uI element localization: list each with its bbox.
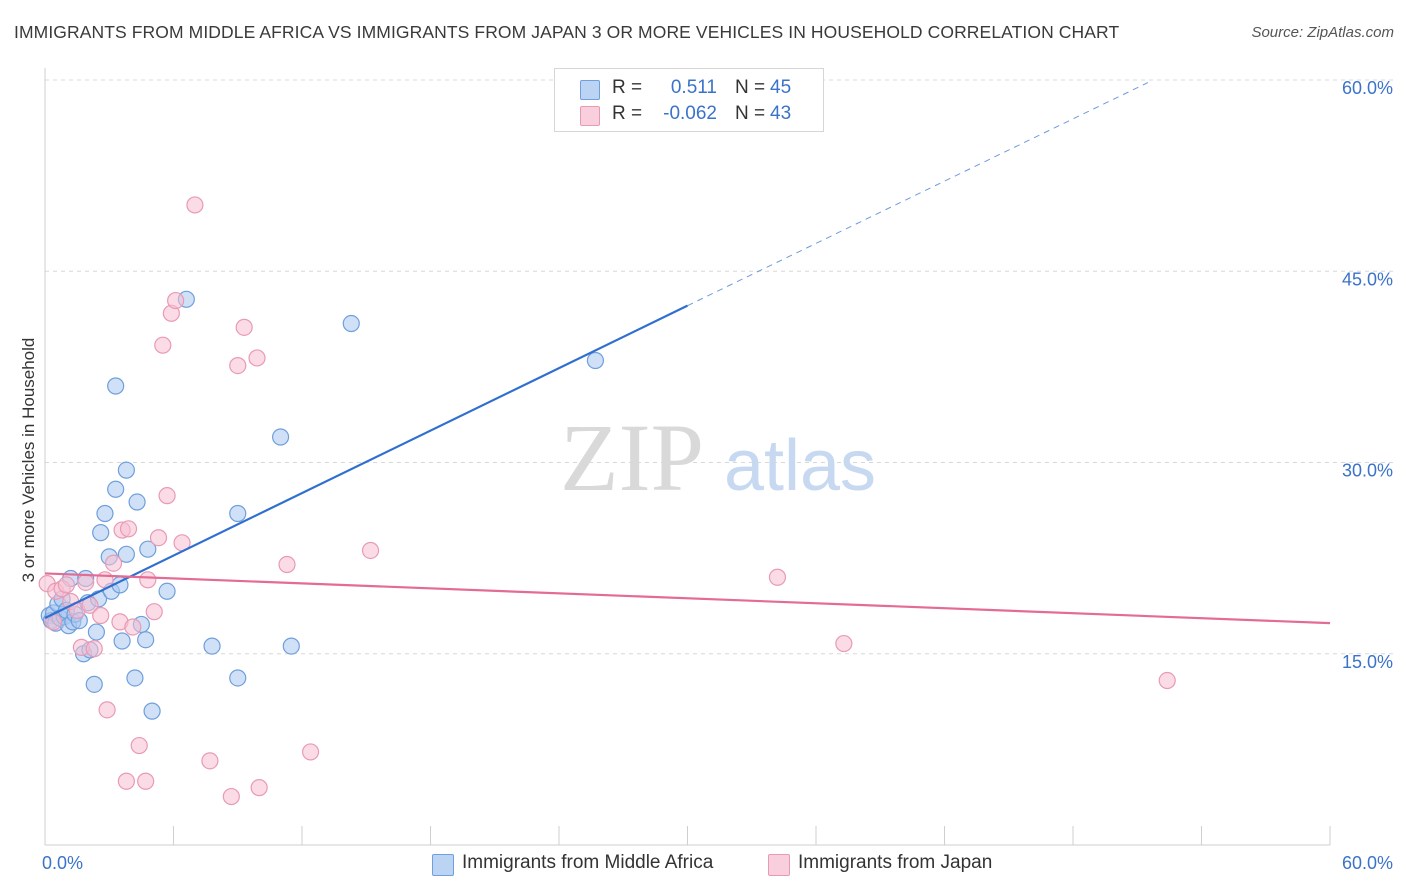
data-point bbox=[229, 669, 247, 687]
data-point bbox=[77, 573, 95, 591]
data-point bbox=[96, 504, 114, 523]
data-point bbox=[271, 428, 290, 446]
data-point bbox=[57, 576, 76, 594]
trend-line-japan bbox=[44, 572, 1331, 625]
legend-label-japan: Immigrants from Japan bbox=[798, 852, 993, 873]
data-point bbox=[250, 779, 268, 797]
y-tick-label: 15.0% bbox=[1342, 652, 1393, 672]
x-tick-label: 60.0% bbox=[1342, 853, 1393, 873]
data-point bbox=[117, 772, 135, 790]
data-point bbox=[835, 634, 853, 653]
data-point bbox=[282, 637, 300, 655]
data-point bbox=[92, 524, 110, 542]
chart-title: IMMIGRANTS FROM MIDDLE AFRICA VS IMMIGRA… bbox=[14, 22, 1120, 42]
y-tick-label: 60.0% bbox=[1342, 78, 1393, 98]
data-point bbox=[248, 349, 266, 367]
data-point bbox=[139, 540, 157, 558]
legend-n-label: N = bbox=[735, 103, 766, 124]
source-label: Source: ZipAtlas.com bbox=[1251, 24, 1394, 41]
y-tick-label: 45.0% bbox=[1342, 269, 1393, 289]
trend-line-middle-africa bbox=[44, 304, 688, 620]
legend-swatch-pink bbox=[580, 106, 600, 126]
data-point bbox=[113, 632, 131, 650]
correlation-legend: R = 0.511 N = 45 R = -0.062 N = 43 bbox=[554, 68, 824, 132]
data-point bbox=[1158, 671, 1176, 690]
data-point bbox=[158, 487, 176, 505]
data-point bbox=[149, 529, 168, 547]
data-point bbox=[124, 618, 142, 636]
data-point bbox=[85, 675, 103, 693]
axes bbox=[44, 68, 1331, 846]
data-point bbox=[186, 196, 204, 214]
series-middle-africa-points bbox=[40, 290, 605, 720]
legend-n-value: 45 bbox=[770, 77, 792, 98]
data-point bbox=[143, 702, 161, 720]
data-point bbox=[145, 603, 163, 621]
legend-swatch-pink bbox=[768, 854, 790, 876]
data-point bbox=[98, 701, 116, 719]
data-point bbox=[768, 568, 787, 586]
data-point bbox=[301, 743, 320, 761]
data-point bbox=[201, 752, 219, 770]
data-point bbox=[203, 637, 221, 655]
data-point bbox=[107, 480, 125, 498]
data-point bbox=[586, 351, 605, 370]
legend-r-value: -0.062 bbox=[663, 103, 717, 124]
data-point bbox=[130, 736, 148, 755]
legend-r-label: R = bbox=[612, 103, 643, 124]
data-point bbox=[137, 631, 155, 649]
data-point bbox=[154, 336, 172, 354]
legend-r-value: 0.511 bbox=[670, 77, 717, 98]
data-point bbox=[342, 314, 360, 333]
y-tick-label: 30.0% bbox=[1342, 461, 1393, 481]
watermark: ZIP atlas bbox=[560, 404, 876, 511]
data-point bbox=[85, 640, 103, 658]
data-point bbox=[278, 555, 296, 574]
data-point bbox=[361, 541, 380, 560]
data-point bbox=[229, 357, 247, 375]
legend-swatch-blue bbox=[432, 854, 454, 876]
series-japan-points bbox=[38, 196, 1176, 806]
data-point bbox=[137, 772, 155, 790]
watermark-atlas: atlas bbox=[724, 426, 876, 506]
data-point bbox=[87, 623, 106, 641]
data-point bbox=[158, 582, 176, 600]
legend-n-label: N = bbox=[735, 77, 766, 98]
x-tick-label: 0.0% bbox=[42, 853, 83, 873]
tick-labels: 15.0% 30.0% 45.0% 60.0% 0.0% 60.0% bbox=[42, 78, 1393, 873]
data-point bbox=[104, 554, 123, 572]
data-point bbox=[107, 377, 125, 395]
data-point bbox=[92, 606, 110, 625]
data-point bbox=[128, 493, 146, 511]
data-point bbox=[126, 669, 144, 687]
legend-swatch-blue bbox=[580, 80, 600, 100]
grid-lines bbox=[45, 79, 1395, 655]
data-point bbox=[117, 461, 135, 479]
data-point bbox=[139, 571, 157, 589]
legend-r-label: R = bbox=[612, 77, 643, 98]
data-point bbox=[167, 291, 185, 310]
trend-line-middle-africa-extension bbox=[687, 82, 1149, 307]
legend-n-value: 43 bbox=[770, 103, 792, 124]
watermark-zip: ZIP bbox=[560, 404, 704, 511]
data-point bbox=[117, 545, 135, 563]
legend-label-middle-africa: Immigrants from Middle Africa bbox=[462, 852, 714, 873]
data-point bbox=[229, 504, 247, 523]
trend-lines bbox=[44, 82, 1331, 625]
data-point bbox=[222, 787, 240, 806]
data-point bbox=[235, 318, 253, 336]
data-point bbox=[119, 520, 138, 538]
